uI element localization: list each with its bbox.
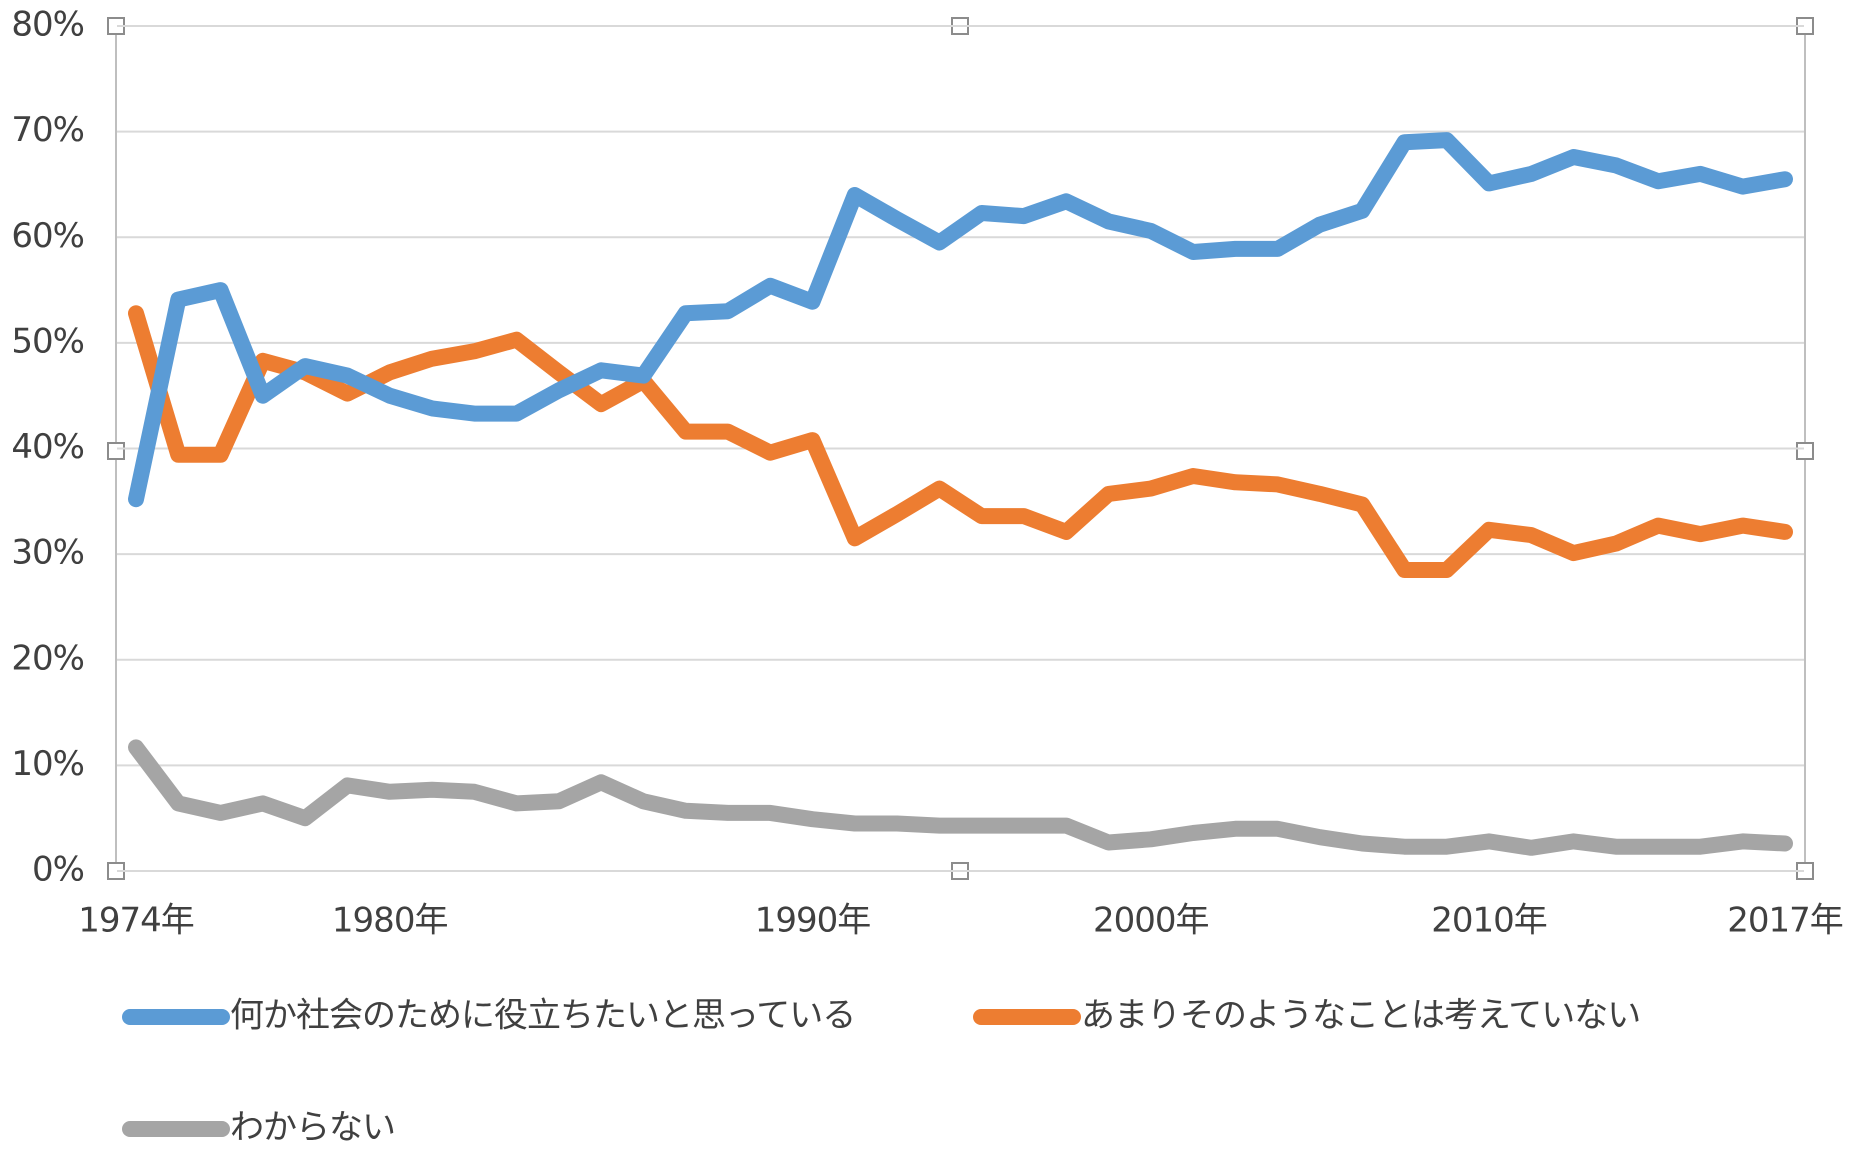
x-tick-label: 1980年 — [332, 901, 448, 941]
y-tick-label: 30% — [11, 533, 84, 573]
series-line — [128, 305, 1793, 578]
y-tick-label: 40% — [11, 427, 84, 467]
y-tick-label: 70% — [11, 110, 84, 150]
legend-label: あまりそのようなことは考えていない — [1081, 996, 1640, 1036]
y-tick-label: 80% — [11, 5, 84, 45]
x-tick-label: 1974年 — [78, 901, 194, 941]
series-line — [128, 739, 1793, 856]
legend-label: 何か社会のために役立ちたいと思っている — [230, 996, 855, 1036]
series-line — [128, 132, 1793, 508]
y-tick-label: 20% — [11, 638, 84, 678]
y-tick-label: 50% — [11, 321, 84, 361]
x-tick-label: 2017年 — [1727, 901, 1843, 941]
selection-handles — [107, 17, 1814, 880]
x-tick-label: 2010年 — [1431, 901, 1547, 941]
x-tick-label: 2000年 — [1093, 901, 1209, 941]
y-tick-label: 10% — [11, 744, 84, 784]
legend-label: わからない — [230, 1108, 395, 1148]
y-tick-label: 60% — [11, 216, 84, 256]
x-tick-label: 1990年 — [755, 901, 871, 941]
y-tick-label: 0% — [32, 850, 84, 890]
